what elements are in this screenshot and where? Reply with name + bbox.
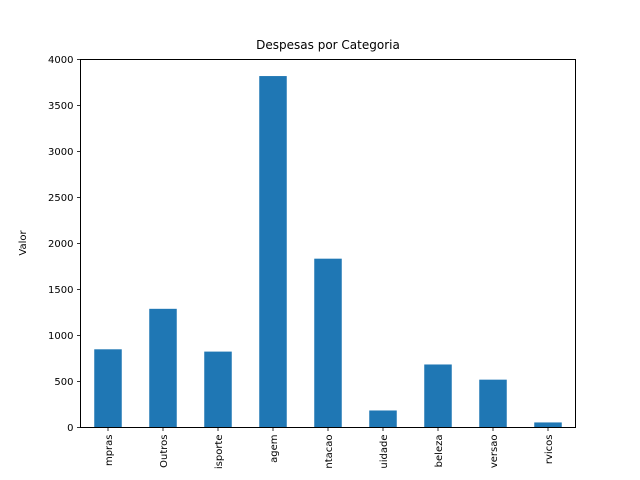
y-tick-label: 1000 — [48, 331, 73, 342]
bar — [149, 308, 177, 428]
y-axis-ticks: 0 500 1000 1500 2000 2500 3000 3500 4000 — [48, 55, 81, 434]
x-tick-label: rvicos — [544, 435, 555, 465]
x-tick-label: ntacao — [324, 435, 335, 469]
y-tick-label: 2000 — [48, 239, 73, 250]
x-tick-label: uidade — [379, 435, 390, 469]
y-tick-label: 4000 — [48, 55, 73, 66]
bar — [94, 349, 122, 428]
x-tick-label: versao — [489, 435, 500, 469]
y-tick-label: 1500 — [48, 285, 73, 296]
x-tick-label: beleza — [434, 435, 445, 468]
chart-title: Despesas por Categoria — [256, 38, 400, 52]
bar — [369, 410, 397, 428]
y-tick-label: 2500 — [48, 193, 73, 204]
y-tick-label: 500 — [54, 377, 73, 388]
x-tick-label: Outros — [159, 435, 170, 468]
x-tick-label: isporte — [214, 435, 225, 470]
bar — [479, 379, 507, 428]
y-tick-label: 0 — [67, 423, 73, 434]
y-tick-label: 3000 — [48, 147, 73, 158]
x-tick-label: agem — [269, 435, 280, 463]
bar — [204, 351, 232, 428]
bar — [259, 76, 287, 428]
y-tick-label: 3500 — [48, 101, 73, 112]
y-axis-label: Valor — [18, 230, 29, 256]
bar — [314, 258, 342, 428]
plot-frame — [80, 59, 576, 428]
x-axis-ticks: mpras Outros isporte agem ntacao uidade beleza… — [104, 428, 555, 470]
bar — [534, 422, 562, 428]
x-tick-label: mpras — [104, 435, 115, 467]
bar — [424, 364, 452, 428]
bars-group — [94, 76, 562, 428]
